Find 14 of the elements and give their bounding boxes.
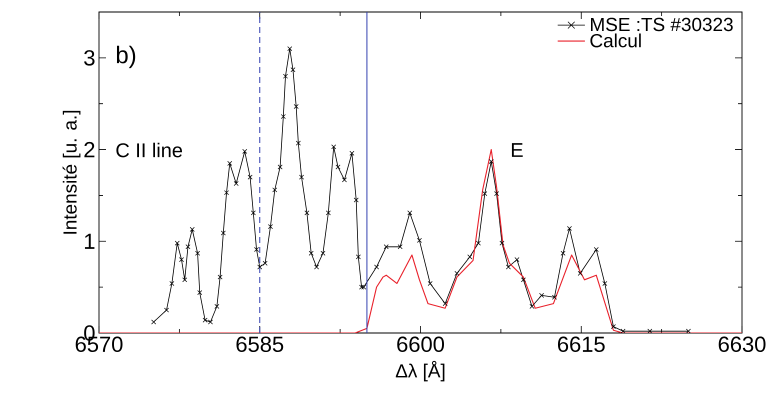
x-tick-label: 6600 — [397, 336, 444, 352]
annotation: E — [512, 143, 523, 157]
x-tick-label: 6615 — [558, 336, 605, 352]
x-tick-label: 6630 — [718, 336, 766, 352]
y-axis-title: Intensité [u. a.] — [62, 110, 80, 234]
annotation: b) — [116, 46, 136, 68]
x-axis-title: Δλ [Å] — [396, 360, 444, 382]
legend-label: MSE :TS #30323 — [591, 18, 733, 32]
y-tick-label: 3 — [84, 50, 95, 66]
y-tick-label: 1 — [84, 234, 94, 249]
legend-label: Calcul — [590, 33, 641, 48]
y-tick-label: 2 — [84, 142, 94, 158]
x-tick-label: 6585 — [236, 336, 284, 352]
annotation: C II line — [116, 142, 182, 158]
